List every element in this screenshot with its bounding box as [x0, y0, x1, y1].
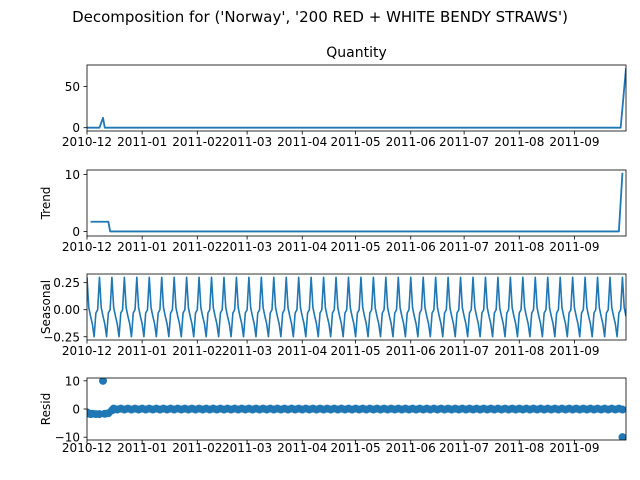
x-tick-label: 2011-04	[277, 344, 327, 358]
resid-point	[99, 378, 108, 385]
panel-observed: 0 50 2010-12 2011-01 2011-02 2011-03 2011-04 20…	[62, 45, 627, 149]
panel-title: Quantity	[326, 45, 387, 61]
x-tick-label: 2011-07	[439, 344, 489, 358]
x-tick-label: 2011-02	[172, 135, 222, 149]
x-tick-label: 2011-06	[386, 441, 436, 455]
y-tick-label: −0.25	[43, 330, 80, 344]
x-tick-label: 2011-05	[331, 344, 381, 358]
x-tick-label: 2011-08	[494, 441, 544, 455]
x-tick-label: 2010-12	[62, 135, 112, 149]
x-tick-label: 2011-07	[439, 240, 489, 254]
seasonal-line	[87, 276, 626, 338]
figure-suptitle: Decomposition for ('Norway', '200 RED + …	[72, 8, 568, 26]
y-tick-label: 0	[72, 225, 80, 239]
y-axis-label: Resid	[39, 393, 53, 425]
x-tick-label: 2011-07	[439, 441, 489, 455]
x-tick-label: 2011-03	[222, 344, 272, 358]
y-axis-label: Seasonal	[39, 280, 53, 334]
x-tick-label: 2011-09	[549, 240, 599, 254]
x-tick-label: 2011-06	[386, 344, 436, 358]
x-tick-label: 2011-09	[549, 441, 599, 455]
panel-trend: 0 10 2010-12 2011-01 2011-02 2011-03 2011-04 20…	[39, 168, 627, 254]
trend-line	[90, 172, 624, 233]
panel-resid: −10 0 10 2010-12 2011-01 2011-02 2011-03 2011-0…	[39, 374, 627, 455]
x-tick-label: 2010-12	[62, 240, 112, 254]
x-tick-label: 2011-02	[172, 240, 222, 254]
x-tick-label: 2011-04	[277, 240, 327, 254]
x-tick-label: 2011-06	[386, 240, 436, 254]
y-tick-label: 0	[72, 121, 80, 135]
resid-point	[618, 405, 626, 414]
x-tick-label: 2011-01	[117, 441, 167, 455]
y-tick-label: 10	[65, 374, 80, 388]
x-tick-label: 2011-06	[386, 135, 436, 149]
x-tick-label: 2011-08	[494, 344, 544, 358]
x-tick-label: 2011-03	[222, 135, 272, 149]
trend-axes-frame	[86, 169, 627, 237]
x-tick-label: 2011-05	[331, 441, 381, 455]
series-resid	[87, 378, 626, 440]
resid-point	[107, 406, 116, 415]
observed-line	[87, 68, 626, 129]
x-tick-label: 2010-12	[62, 344, 112, 358]
series-trend	[90, 172, 624, 233]
x-tick-label: 2011-03	[222, 240, 272, 254]
series-observed	[87, 68, 626, 129]
x-tick-label: 2010-12	[62, 441, 112, 455]
y-tick-label: 0.25	[53, 276, 80, 290]
x-tick-label: 2011-08	[494, 240, 544, 254]
x-tick-label: 2011-02	[172, 441, 222, 455]
y-axis-label: Trend	[39, 187, 53, 221]
y-tick-label: −10	[55, 431, 80, 445]
x-tick-label: 2011-02	[172, 344, 222, 358]
x-tick-label: 2011-04	[277, 441, 327, 455]
x-tick-label: 2011-09	[549, 135, 599, 149]
y-tick-label: 50	[65, 80, 80, 94]
y-tick-label: 10	[65, 168, 80, 182]
resid-point	[618, 433, 626, 440]
y-tick-label: 0	[72, 403, 80, 417]
y-tick-label: 0.00	[53, 303, 80, 317]
seasonal-axes-frame	[86, 273, 627, 341]
x-tick-label: 2011-03	[222, 441, 272, 455]
x-tick-label: 2011-05	[331, 135, 381, 149]
series-seasonal	[87, 276, 626, 338]
x-tick-label: 2011-07	[439, 135, 489, 149]
x-tick-label: 2011-05	[331, 240, 381, 254]
x-tick-label: 2011-04	[277, 135, 327, 149]
x-tick-label: 2011-01	[117, 344, 167, 358]
x-tick-label: 2011-01	[117, 240, 167, 254]
x-tick-label: 2011-01	[117, 135, 167, 149]
x-tick-label: 2011-09	[549, 344, 599, 358]
x-tick-label: 2011-08	[494, 135, 544, 149]
observed-axes-frame	[86, 64, 627, 132]
